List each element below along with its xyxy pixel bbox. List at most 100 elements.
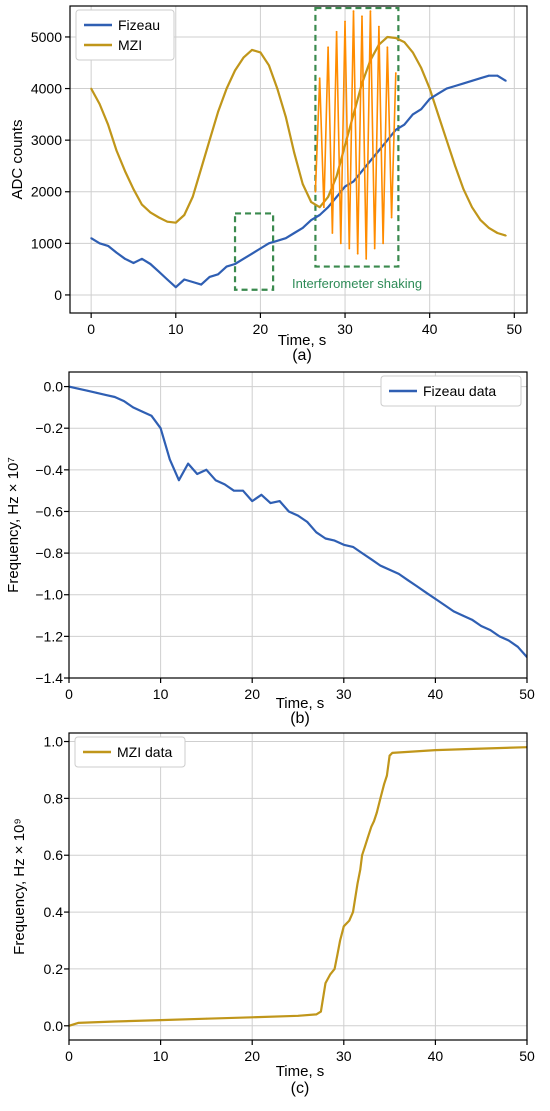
x-tick-label: 50 [507, 321, 523, 337]
data-point [267, 64, 270, 67]
data-point [336, 953, 339, 956]
data-point [318, 214, 321, 216]
data-point [365, 257, 368, 260]
data-point [496, 74, 499, 77]
legend: Fizeau data [380, 375, 522, 407]
data-point [416, 585, 418, 588]
data-point [479, 219, 482, 222]
data-point [335, 196, 338, 198]
data-point [361, 854, 364, 857]
series-line-mzi-data [69, 746, 527, 1027]
data-point [149, 211, 152, 214]
data-point [480, 747, 483, 750]
annotation-interferometer-shaking: Interferometer shaking [292, 276, 422, 291]
data-point [251, 500, 254, 502]
data-point [86, 389, 89, 392]
series-line-shaking-segment [314, 10, 397, 260]
data-point [403, 41, 406, 44]
data-point [242, 56, 245, 59]
data-point [394, 37, 397, 39]
plot-frame [68, 371, 528, 679]
data-point [488, 226, 490, 229]
data-point [132, 188, 135, 191]
legend-label: MZI data [117, 744, 172, 760]
y-tick-label: 4000 [31, 81, 62, 97]
y-tick-label: −0.8 [35, 545, 63, 561]
data-point [324, 982, 327, 985]
data-point [284, 237, 287, 240]
data-point [504, 234, 507, 237]
data-point [370, 558, 373, 561]
data-point [361, 170, 363, 173]
data-point [356, 252, 359, 255]
data-point [98, 242, 101, 245]
data-point [115, 251, 118, 254]
data-point [141, 257, 143, 260]
data-point [386, 139, 389, 142]
data-point [373, 820, 375, 823]
data-point [327, 196, 330, 198]
data-point [113, 396, 116, 398]
panel-b-fizeau-frequency: 0 10 20 30 40 50 −1.4 −1.2 −1.0 −0.8 −0.6 −0.4 −0.2 0… [5, 371, 535, 727]
x-tick-label: 10 [153, 686, 169, 702]
x-tick-label: 30 [336, 1048, 352, 1064]
x-tick-label: 50 [519, 1048, 535, 1064]
data-point [315, 1013, 318, 1016]
data-point [267, 242, 270, 245]
data-point [385, 774, 388, 777]
y-tick-label: 0.0 [44, 1018, 64, 1034]
data-point [333, 539, 336, 542]
data-point [287, 510, 290, 513]
data-point [183, 214, 186, 216]
legend-label: Fizeau [118, 17, 160, 33]
data-point [516, 645, 519, 648]
data-point [159, 1019, 162, 1022]
panel-a-adc-counts: 0 10 20 30 40 50 0 1000 2000 3000 4000 5000 Time, s(… [9, 5, 528, 364]
data-point [390, 216, 393, 219]
data-point [234, 263, 236, 265]
series-group [69, 385, 527, 659]
x-tick-label: 0 [65, 686, 73, 702]
data-point [373, 247, 376, 250]
data-point [174, 286, 177, 289]
data-point [251, 252, 253, 255]
data-point [259, 247, 262, 250]
x-tick-label: 10 [168, 321, 184, 337]
x-tick-label: 20 [244, 1048, 260, 1064]
y-tick-label: 0.2 [44, 961, 64, 977]
data-point [352, 911, 354, 913]
data-point [379, 797, 382, 800]
data-point [344, 144, 346, 147]
data-point [320, 1010, 322, 1013]
data-point [242, 257, 245, 260]
y-tick-label: 3000 [31, 132, 62, 148]
data-point [342, 543, 345, 546]
data-point [496, 232, 499, 234]
data-point [397, 573, 400, 575]
legend-box [75, 9, 175, 61]
data-point [107, 245, 109, 247]
y-tick-label: −0.4 [35, 462, 63, 478]
y-tick-label: −0.6 [35, 503, 63, 519]
panel-caption: (c) [291, 1080, 310, 1097]
data-point [187, 462, 189, 465]
y-axis-label: Frequency, Hz × 10⁷ [5, 457, 22, 593]
data-point [225, 87, 228, 90]
data-point [98, 103, 101, 105]
data-point [141, 410, 144, 413]
data-point [205, 1017, 208, 1020]
x-tick-label: 40 [428, 1048, 444, 1064]
data-point [348, 247, 351, 250]
data-point [200, 167, 203, 170]
data-point [107, 123, 109, 126]
data-point [377, 149, 380, 152]
shaking-highlight-box [233, 212, 275, 291]
data-point [386, 46, 389, 49]
data-point [329, 973, 331, 976]
data-point [214, 479, 217, 482]
data-point [428, 97, 431, 100]
data-point [369, 10, 372, 13]
data-point [301, 183, 304, 185]
data-point [344, 185, 346, 188]
data-point [223, 483, 226, 486]
